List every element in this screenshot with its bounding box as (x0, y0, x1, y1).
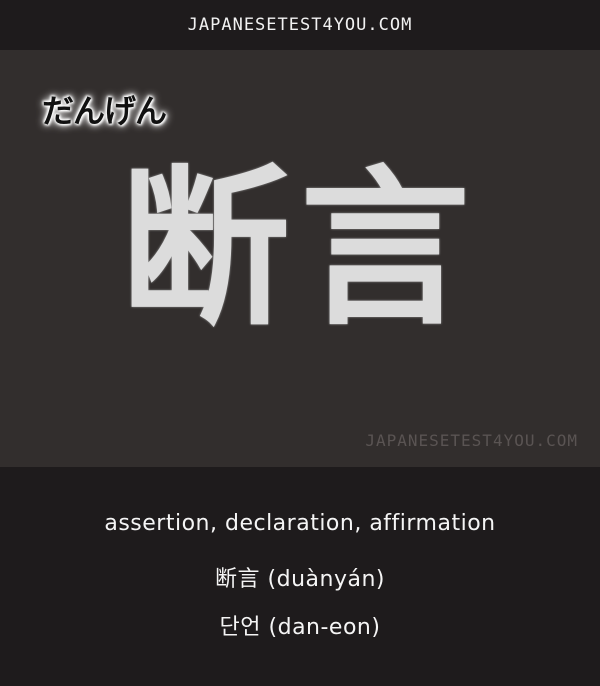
hiragana-reading: だんげん (42, 92, 167, 130)
kanji-word: 断言 (119, 151, 480, 349)
site-name[interactable]: JAPANESETEST4YOU.COM (187, 15, 413, 35)
english-meaning: assertion, declaration, affirmation (104, 511, 496, 536)
vocabulary-card: だんげん 断言 JAPANESETEST4YOU.COM (0, 50, 600, 467)
watermark: JAPANESETEST4YOU.COM (365, 431, 578, 450)
top-bar: JAPANESETEST4YOU.COM (0, 0, 600, 50)
korean-translation: 단언 (dan-eon) (219, 615, 381, 640)
chinese-translation: 断言 (duànyán) (215, 567, 385, 592)
translation-panel: assertion, declaration, affirmation 断言 (… (0, 467, 600, 686)
